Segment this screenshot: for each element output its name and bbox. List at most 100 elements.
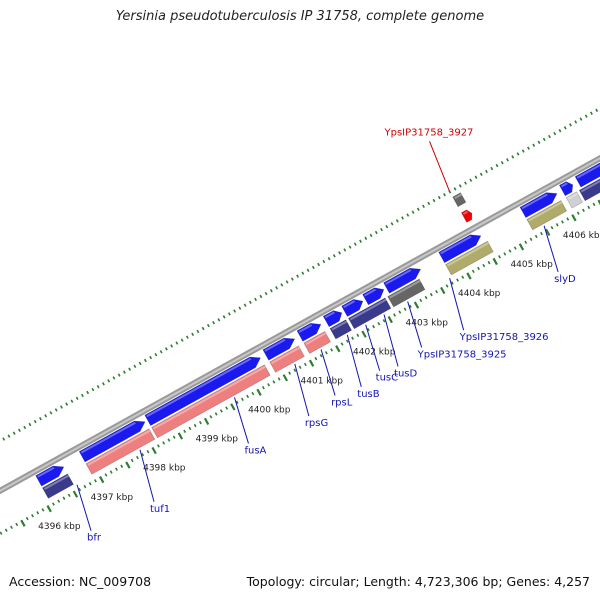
- feature-product-13[interactable]: [347, 297, 392, 330]
- tick-mark: [44, 414, 48, 418]
- tick-mark: [12, 431, 16, 435]
- feature-shine: [576, 163, 600, 179]
- feature-shine: [364, 288, 376, 297]
- tick-mark: [120, 464, 124, 468]
- tick-mark: [590, 111, 593, 115]
- tick-mark: [149, 355, 153, 360]
- tick-mark: [65, 402, 69, 406]
- tick-mark: [75, 396, 79, 401]
- tick-mark: [125, 461, 131, 469]
- feature-gene-25[interactable]: [574, 136, 600, 188]
- tick-mark: [164, 347, 168, 351]
- feature-gene-4[interactable]: [144, 356, 261, 427]
- gene-label[interactable]: rpsL: [331, 397, 353, 408]
- feature-gene-10[interactable]: [322, 310, 343, 328]
- tick-mark: [251, 391, 255, 396]
- gene-label-red[interactable]: YpsIP31758_3927: [384, 127, 474, 138]
- tick-mark: [10, 525, 13, 530]
- tick-mark: [553, 131, 557, 136]
- genome-backbone: [0, 154, 600, 495]
- feature-product-11[interactable]: [329, 319, 353, 340]
- leader-line: [346, 334, 362, 388]
- feature-product-1[interactable]: [41, 473, 74, 499]
- tick-mark: [7, 434, 11, 438]
- feature-gene-17[interactable]: [438, 234, 482, 264]
- feature-gene-2[interactable]: [78, 420, 146, 463]
- tick-mark: [46, 505, 52, 513]
- feature-shine: [389, 279, 421, 299]
- feature-product-22[interactable]: [526, 200, 568, 231]
- feature-gene-0[interactable]: [35, 465, 65, 487]
- tick-mark: [107, 379, 111, 383]
- tick-mark: [587, 205, 591, 210]
- feature-gene-12[interactable]: [341, 299, 364, 317]
- gene-label[interactable]: slyD: [554, 274, 576, 285]
- tick-mark: [348, 245, 352, 249]
- feature-product-5[interactable]: [151, 364, 271, 439]
- tick-mark: [243, 303, 247, 307]
- feature-upper1-20[interactable]: [460, 209, 473, 223]
- feature-gene-21[interactable]: [519, 192, 558, 219]
- tick-mark: [359, 239, 362, 243]
- tick-mark: [566, 217, 570, 221]
- leader-line: [449, 278, 465, 331]
- feature-product-26[interactable]: [578, 144, 600, 202]
- tick-mark: [60, 405, 63, 409]
- feature-product-24[interactable]: [565, 191, 583, 209]
- tick-mark: [122, 370, 126, 374]
- tick-mark: [443, 192, 446, 197]
- feature-product-15[interactable]: [387, 278, 426, 308]
- tick-mark: [146, 450, 150, 454]
- tick-mark: [52, 502, 55, 506]
- tick-mark: [167, 438, 171, 442]
- feature-shine: [271, 346, 300, 364]
- gene-labels: bfrtuf1fusArpsGrpsLtusBtusCtusDYpsIP3175…: [76, 127, 576, 544]
- tick-mark: [96, 384, 100, 389]
- tick-mark: [80, 393, 84, 398]
- feature-product-3[interactable]: [85, 428, 156, 475]
- gene-label[interactable]: tusB: [357, 389, 379, 400]
- feature-gene-14[interactable]: [362, 287, 385, 306]
- feature-upper2-19[interactable]: [452, 192, 467, 208]
- gene-label[interactable]: YpsIP31758_3925: [417, 349, 507, 360]
- tick-mark: [332, 254, 336, 258]
- leader-line: [76, 484, 92, 531]
- tick-mark: [196, 329, 200, 334]
- tick-mark: [180, 338, 184, 342]
- leader-line: [383, 314, 399, 367]
- feature-product-18[interactable]: [445, 240, 494, 276]
- tick-mark: [576, 211, 580, 215]
- tick-mark: [353, 242, 357, 246]
- tick-mark: [214, 412, 218, 416]
- tick-mark: [261, 386, 265, 390]
- tick-mark: [372, 324, 376, 329]
- feature-gene-8[interactable]: [296, 322, 322, 342]
- tick-mark: [4, 528, 8, 532]
- tick-mark: [285, 280, 289, 284]
- feature-gene-23[interactable]: [558, 181, 574, 197]
- gene-label[interactable]: bfr: [87, 533, 102, 544]
- tick-mark: [532, 143, 536, 147]
- tick-mark: [246, 394, 250, 399]
- tick-mark: [170, 344, 174, 348]
- tick-mark: [267, 383, 271, 387]
- tick-mark: [91, 387, 95, 392]
- feature-product-9[interactable]: [303, 330, 332, 354]
- gene-label[interactable]: rpsG: [305, 418, 328, 429]
- gene-label[interactable]: tusC: [376, 373, 398, 384]
- tick-mark: [99, 476, 105, 484]
- feature-gene-6[interactable]: [262, 337, 296, 361]
- gene-label[interactable]: tusD: [394, 369, 417, 380]
- tick-mark: [453, 187, 457, 191]
- feature-shine: [440, 235, 472, 255]
- tick-mark: [2, 437, 6, 441]
- feature-product-7[interactable]: [269, 345, 305, 373]
- gene-label[interactable]: fusA: [244, 445, 266, 456]
- feature-gene-16[interactable]: [383, 267, 422, 294]
- tick-mark: [429, 292, 433, 297]
- tick-mark: [293, 368, 297, 372]
- gene-label[interactable]: tuf1: [150, 504, 170, 515]
- gene-label[interactable]: YpsIP31758_3926: [459, 332, 549, 343]
- tick-mark: [288, 371, 292, 375]
